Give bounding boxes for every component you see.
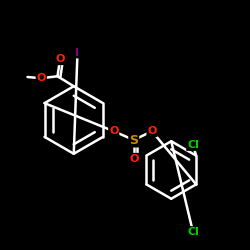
Text: Cl: Cl [187, 140, 199, 150]
Text: O: O [129, 154, 138, 164]
Text: O: O [36, 73, 46, 83]
Text: S: S [129, 134, 138, 146]
Text: Cl: Cl [187, 227, 199, 237]
Text: I: I [76, 48, 80, 58]
Text: O: O [147, 126, 157, 136]
Text: O: O [55, 54, 65, 64]
Text: O: O [109, 126, 118, 136]
